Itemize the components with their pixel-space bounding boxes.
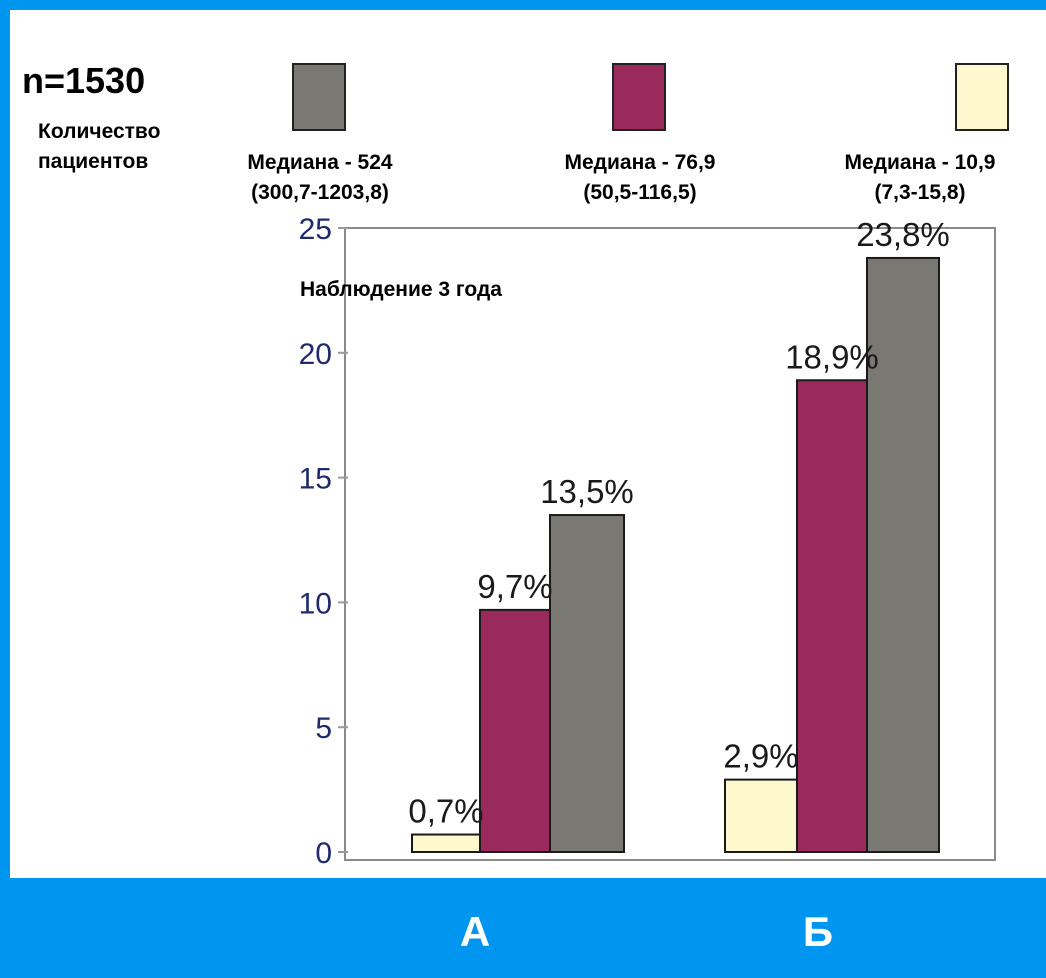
bar	[796, 379, 868, 853]
bar-value-label: 23,8%	[856, 216, 950, 253]
patient-count-caption: Количество пациентов	[38, 120, 161, 173]
bar	[549, 514, 625, 853]
legend-median-crimson: Медиана - 76,9 (50,5-116,5)	[535, 148, 745, 208]
y-tick-label: 10	[299, 587, 332, 620]
legend-median-cream: Медиана - 10,9 (7,3-15,8)	[810, 148, 1030, 208]
group-label-a: А	[459, 908, 491, 955]
bar-value-label: 2,9%	[723, 738, 798, 775]
group-label-b: Б	[802, 908, 834, 955]
observation-period-label: Наблюдение 3 года	[300, 278, 502, 301]
legend-median-crimson-range: (50,5-116,5)	[583, 181, 697, 204]
bar	[724, 778, 798, 854]
bar-value-label: 9,7%	[477, 568, 552, 605]
legend-median-gray: Медиана - 524 (300,7-1203,8)	[215, 148, 425, 208]
y-tick-label: 25	[299, 213, 332, 246]
bar-value-label: 0,7%	[408, 793, 483, 830]
legend-swatch-crimson	[612, 63, 666, 131]
bar	[479, 608, 551, 853]
bar	[411, 833, 481, 854]
legend-median-gray-range: (300,7-1203,8)	[251, 181, 389, 204]
legend-median-crimson-value: Медиана - 76,9	[564, 151, 716, 174]
legend-swatch-cream	[955, 63, 1009, 131]
patient-count-total: n=1530	[22, 60, 146, 101]
y-tick-label: 20	[299, 338, 332, 371]
plot-frame	[344, 227, 996, 861]
y-tick-label: 0	[315, 837, 332, 870]
legend-median-gray-value: Медиана - 524	[247, 151, 393, 174]
y-tick-label: 5	[315, 712, 332, 745]
legend-swatch-gray	[292, 63, 346, 131]
legend-median-cream-value: Медиана - 10,9	[844, 151, 996, 174]
bar-value-label: 18,9%	[785, 338, 879, 375]
legend-median-cream-range: (7,3-15,8)	[874, 181, 966, 204]
bar	[866, 256, 940, 853]
y-tick-label: 15	[299, 463, 332, 496]
bar-value-label: 13,5%	[540, 473, 634, 510]
